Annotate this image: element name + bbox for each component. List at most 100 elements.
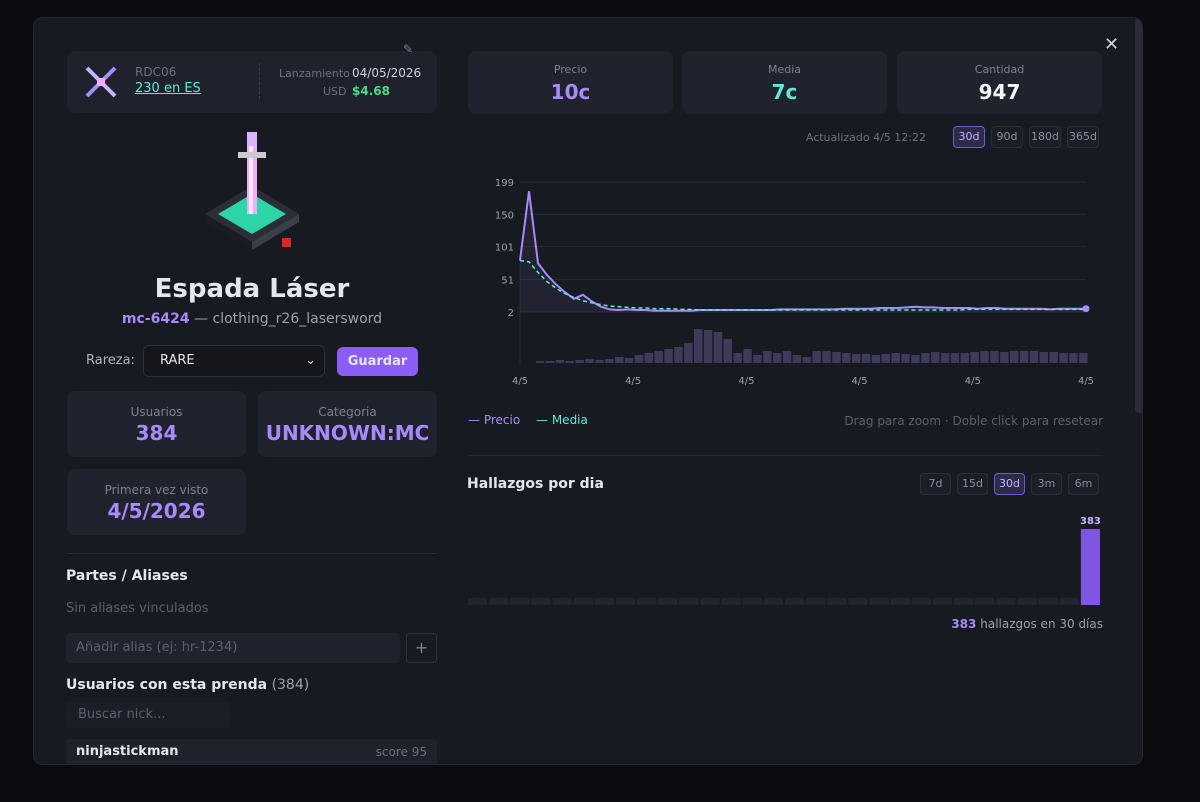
item-code: RDC06 [135, 65, 177, 79]
day-slot [996, 598, 1016, 605]
finds-bar [1080, 529, 1100, 605]
add-alias-button[interactable]: + [406, 633, 437, 663]
close-button[interactable]: ✕ [1104, 34, 1120, 55]
volume-bar [1010, 351, 1019, 363]
volume-bar [763, 351, 772, 363]
price-area [520, 191, 1086, 312]
volume-bar [703, 330, 713, 363]
day-slot [848, 598, 868, 605]
range-button[interactable]: 7d [920, 473, 951, 495]
finds-title: Hallazgos por dia [467, 476, 604, 492]
volume-bar [644, 353, 653, 363]
item-image [205, 132, 299, 250]
day-slot [1059, 598, 1079, 605]
chevron: ⌄ [305, 353, 316, 368]
volume-bar [911, 355, 920, 363]
stat-value: 947 [978, 80, 1021, 104]
day-slot [1017, 598, 1037, 605]
rarity-select[interactable]: RARE ⌄ [143, 345, 325, 377]
day-slot [637, 598, 657, 605]
finds-footer: 383 hallazgos en 30 días [794, 617, 1103, 631]
stat-card: Cantidad 947 [897, 51, 1102, 114]
divider [259, 63, 260, 99]
volume-bar [743, 349, 752, 363]
volume-bar [773, 353, 782, 363]
scrollbar[interactable] [1135, 18, 1142, 413]
volume-bar [931, 352, 940, 363]
volume-bar [555, 360, 565, 363]
volume-bar [940, 353, 950, 363]
x-tick-label: 4/5 [625, 376, 641, 387]
volume-bar [990, 351, 999, 363]
stat-card: Categoria UNKNOWN:MC [258, 391, 437, 457]
aliases-title: Partes / Aliases [66, 568, 188, 584]
alias-input[interactable]: Añadir alias (ej: hr-1234) [66, 633, 400, 663]
day-slot [763, 598, 783, 605]
region-count[interactable]: 230 en ES [135, 81, 201, 96]
owner-score: score 95 [375, 745, 427, 759]
stat-card: Precio 10c [468, 51, 673, 114]
series-line [519, 191, 1086, 312]
day-slot [615, 598, 636, 605]
rarity-value: RARE [160, 353, 195, 368]
volume-bar [891, 353, 900, 363]
separator [67, 553, 437, 554]
day-slot [552, 598, 572, 605]
series-line [519, 259, 1086, 311]
volume-bar [595, 360, 604, 363]
release-date: 04/05/2026 [352, 66, 422, 80]
volume-bar [1000, 352, 1009, 363]
save-button[interactable]: Guardar [337, 347, 418, 376]
owners-title-line: Usuarios con esta prenda (384) [66, 677, 309, 693]
edit-icon[interactable]: ✎ [403, 42, 414, 56]
range-button[interactable]: 180d [1029, 126, 1061, 148]
day-slot [742, 598, 762, 605]
charts: 2 51 101 150 199 4/5 4/5 4/5 4/5 4/5 4/5 383 [468, 178, 1101, 605]
search-input[interactable]: Buscar nick... [66, 702, 230, 728]
legend-label: Media [551, 413, 588, 427]
range-button[interactable]: 30d [994, 473, 1025, 495]
legend-item: — Precio [468, 413, 521, 427]
volume-bar [812, 351, 821, 363]
card-value: UNKNOWN:MC [265, 421, 430, 445]
volume-bar [921, 353, 930, 363]
range-button[interactable]: 365d [1067, 126, 1099, 148]
volume-bar [575, 360, 584, 363]
range-button[interactable]: 6m [1068, 473, 1099, 495]
volume-bar [605, 359, 614, 363]
volume-bar [901, 354, 910, 363]
range-button[interactable]: 3m [1031, 473, 1062, 495]
day-slot [975, 598, 995, 605]
volume-bar [1049, 352, 1058, 363]
volume-bar [723, 339, 732, 363]
volume-bar [684, 343, 693, 363]
y-tick-label: 101 [495, 243, 514, 254]
x-tick-label: 4/5 [852, 376, 868, 387]
volume-bar [802, 357, 811, 363]
day-slot [721, 598, 741, 605]
card-label: Primera vez visto [104, 483, 209, 497]
volume-bar [950, 353, 960, 363]
day-slot [700, 598, 720, 605]
range-button[interactable]: 15d [957, 473, 988, 495]
chart-hint: Drag para zoom · Doble click para resete… [844, 414, 1103, 428]
item-id: mc-6424 [121, 311, 190, 327]
day-slot [911, 598, 931, 605]
day-slot [890, 598, 910, 605]
volume-bar [1019, 351, 1029, 363]
y-tick-label: 2 [508, 308, 514, 319]
day-slot [594, 598, 614, 605]
volume-bar [832, 352, 841, 363]
info-card: RDC06 230 en ES Lanzamiento 04/05/2026 U… [67, 42, 437, 113]
last-point [1082, 305, 1090, 313]
volume-bar [654, 351, 663, 363]
y-tick-label: 199 [495, 178, 514, 189]
volume-bar [861, 354, 871, 363]
range-button[interactable]: 90d [991, 126, 1023, 148]
range-button[interactable]: 30d [953, 126, 985, 148]
owner-row[interactable]: ninjastickman score 95 [66, 739, 437, 764]
item-icon [85, 66, 117, 98]
day-slot [679, 598, 699, 605]
volume-bar [674, 347, 683, 363]
